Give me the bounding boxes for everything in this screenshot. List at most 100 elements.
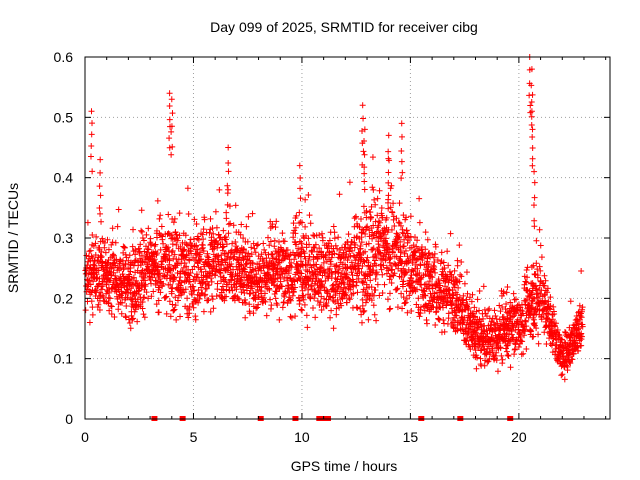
data-point xyxy=(411,234,418,241)
data-point xyxy=(466,294,473,301)
data-point xyxy=(491,356,498,363)
data-point xyxy=(279,283,286,290)
data-point xyxy=(292,313,299,320)
data-point xyxy=(214,254,221,261)
data-point xyxy=(97,254,104,261)
data-point xyxy=(445,262,452,269)
data-point xyxy=(118,310,125,317)
data-point xyxy=(497,308,504,315)
data-point xyxy=(507,310,514,317)
data-point xyxy=(228,273,235,280)
data-point xyxy=(279,304,286,311)
data-point xyxy=(213,293,220,300)
data-point xyxy=(284,246,291,253)
data-point xyxy=(182,286,189,293)
data-point xyxy=(399,283,406,290)
data-point xyxy=(444,248,451,255)
data-point xyxy=(214,286,221,293)
x-tick-label: 0 xyxy=(81,429,89,445)
data-point xyxy=(302,223,309,230)
data-point xyxy=(447,298,454,305)
data-point xyxy=(168,232,175,239)
data-point xyxy=(561,339,568,346)
data-point xyxy=(382,228,389,235)
data-point xyxy=(291,278,298,285)
data-point xyxy=(441,328,448,335)
data-point xyxy=(336,191,343,198)
data-point xyxy=(243,261,250,268)
data-point xyxy=(335,283,342,290)
data-point xyxy=(178,279,185,286)
data-point xyxy=(464,290,471,297)
data-point xyxy=(170,219,177,226)
data-point xyxy=(533,260,540,267)
data-point xyxy=(386,276,393,283)
data-point xyxy=(160,280,167,287)
data-point xyxy=(261,290,268,297)
data-point xyxy=(384,296,391,303)
data-point xyxy=(310,304,317,311)
data-point xyxy=(401,243,408,250)
data-point xyxy=(384,240,391,247)
data-point xyxy=(255,294,262,301)
data-point xyxy=(467,346,474,353)
axes: 0 5 10 15 20 0 0.1 0.2 0.3 0.4 0.5 0.6 xyxy=(54,49,610,445)
data-point xyxy=(225,221,232,228)
data-point xyxy=(206,229,213,236)
data-point xyxy=(404,230,411,237)
data-point xyxy=(314,255,321,262)
data-point xyxy=(155,297,162,304)
data-point xyxy=(127,325,134,332)
data-point xyxy=(171,274,178,281)
data-point xyxy=(201,263,208,270)
data-point xyxy=(346,179,353,186)
data-point xyxy=(319,237,326,244)
data-point xyxy=(376,244,383,251)
data-point xyxy=(405,258,412,265)
data-point xyxy=(98,218,105,225)
data-point xyxy=(323,289,330,296)
data-point xyxy=(517,317,524,324)
data-point xyxy=(206,282,213,288)
data-point xyxy=(169,241,176,248)
data-point xyxy=(521,332,528,339)
data-point xyxy=(230,222,237,229)
peak-point xyxy=(385,132,392,139)
data-point xyxy=(183,241,190,248)
x-axis-label: GPS time / hours xyxy=(291,458,398,474)
data-point xyxy=(244,238,251,245)
data-point xyxy=(160,240,167,247)
y-tick-label: 0.6 xyxy=(54,49,74,65)
data-point xyxy=(201,216,208,223)
data-point xyxy=(245,213,252,220)
data-point xyxy=(334,276,341,283)
data-point xyxy=(373,254,380,261)
data-point xyxy=(232,238,239,245)
data-point xyxy=(397,238,404,245)
data-point xyxy=(350,278,357,285)
data-point xyxy=(425,281,432,288)
data-point xyxy=(328,269,335,276)
data-point xyxy=(362,299,369,306)
data-point xyxy=(296,297,303,304)
data-point xyxy=(142,283,149,290)
data-point xyxy=(215,252,222,259)
data-point xyxy=(383,270,390,277)
data-point xyxy=(258,284,265,291)
data-point xyxy=(186,257,193,264)
data-point xyxy=(541,272,548,279)
data-point xyxy=(426,278,433,285)
data-point xyxy=(167,281,174,288)
data-point xyxy=(534,290,541,297)
data-point xyxy=(438,249,445,256)
data-point xyxy=(311,287,318,294)
data-point xyxy=(198,284,205,291)
data-point xyxy=(200,247,207,254)
data-point xyxy=(171,215,178,222)
data-point xyxy=(306,241,313,248)
data-point xyxy=(389,209,396,216)
data-point xyxy=(440,296,447,303)
peak-point xyxy=(169,110,176,117)
data-point xyxy=(522,328,529,335)
data-point xyxy=(510,334,517,341)
